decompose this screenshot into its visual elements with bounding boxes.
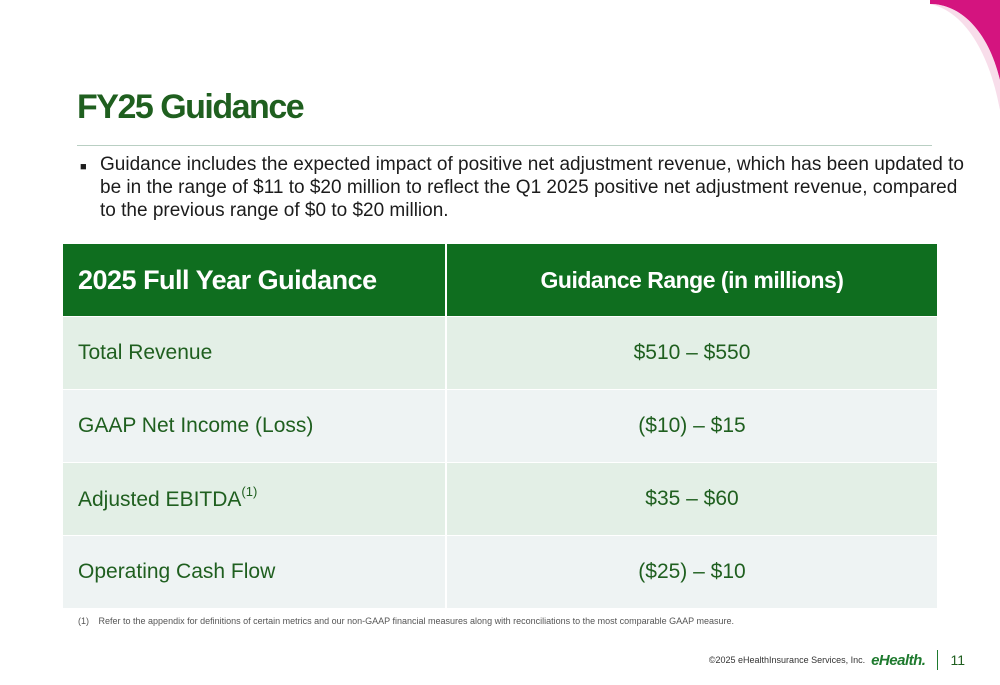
slide-title: FY25 Guidance bbox=[77, 88, 305, 126]
bullet-square-icon: ■ bbox=[80, 161, 87, 173]
metric-total-revenue: Total Revenue bbox=[63, 316, 447, 390]
footnote-text: Refer to the appendix for definitions of… bbox=[98, 616, 735, 626]
header-range: Guidance Range (in millions) bbox=[446, 244, 937, 317]
guidance-table: 2025 Full Year Guidance Guidance Range (… bbox=[63, 244, 937, 608]
table-header-row: 2025 Full Year Guidance Guidance Range (… bbox=[63, 244, 937, 317]
footnote-ref: (1) bbox=[241, 484, 258, 499]
ehealth-logo: eHealth. bbox=[871, 651, 926, 669]
guidance-note: ■ Guidance includes the expected impact … bbox=[80, 153, 970, 222]
copyright-text: ©2025 eHealthInsurance Services, Inc. bbox=[708, 655, 866, 665]
metric-adjusted-ebitda: Adjusted EBITDA(1) bbox=[63, 462, 447, 536]
title-divider bbox=[77, 145, 932, 146]
footer-divider bbox=[937, 650, 939, 670]
header-metric: 2025 Full Year Guidance bbox=[63, 244, 447, 317]
table-row: Adjusted EBITDA(1) $35 – $60 bbox=[63, 462, 937, 536]
table-row: Operating Cash Flow ($25) – $10 bbox=[63, 535, 937, 608]
range-operating-cash-flow: ($25) – $10 bbox=[446, 535, 937, 608]
table-row: GAAP Net Income (Loss) ($10) – $15 bbox=[63, 389, 937, 463]
guidance-note-text: Guidance includes the expected impact of… bbox=[100, 154, 964, 221]
metric-adjusted-ebitda-label: Adjusted EBITDA bbox=[78, 488, 242, 511]
range-total-revenue: $510 – $550 bbox=[446, 316, 937, 390]
range-gaap-net-income: ($10) – $15 bbox=[446, 389, 937, 463]
corner-accent-shape bbox=[930, 0, 1000, 110]
table-row: Total Revenue $510 – $550 bbox=[63, 316, 937, 390]
footnote: (1) Refer to the appendix for definition… bbox=[78, 616, 734, 626]
footer: ©2025 eHealthInsurance Services, Inc. eH… bbox=[709, 650, 965, 670]
footnote-number: (1) bbox=[78, 616, 89, 626]
metric-gaap-net-income: GAAP Net Income (Loss) bbox=[63, 389, 447, 463]
range-adjusted-ebitda: $35 – $60 bbox=[446, 462, 937, 536]
metric-operating-cash-flow: Operating Cash Flow bbox=[63, 535, 447, 608]
page-number: 11 bbox=[950, 652, 965, 668]
